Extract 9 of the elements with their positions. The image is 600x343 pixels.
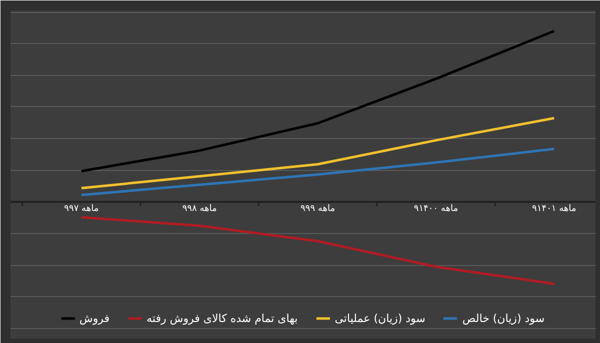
x-tick-label: ۹ماهه ۱۴۰۰ [414, 204, 458, 214]
x-tick-label: ۹ماهه ۱۴۰۱ [532, 204, 576, 214]
legend-label: سود (زیان) خالص [462, 312, 545, 324]
legend-label: بهای تمام شده کالای فروش رفته [146, 312, 298, 324]
x-tick-label: ۹ماهه ۹۷ [64, 204, 99, 214]
x-tick-label: ۹ماهه ۹۹ [300, 204, 336, 214]
x-tick-label: ۹ماهه ۹۸ [182, 204, 218, 214]
legend-label: سود (زیان) عملیاتی [334, 312, 426, 324]
legend-label: فروش [79, 312, 110, 324]
